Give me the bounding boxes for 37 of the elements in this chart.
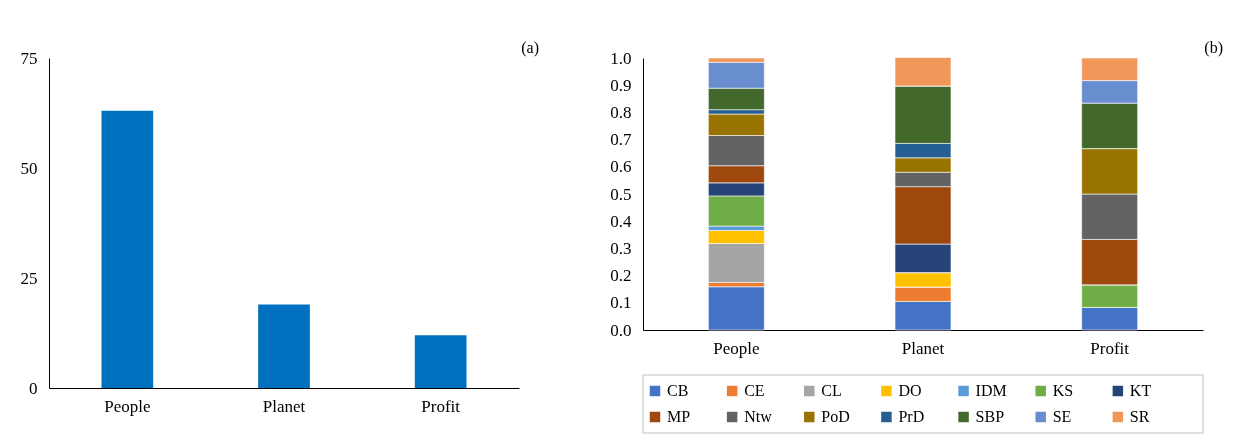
y-tick-label: 1.0 (610, 48, 632, 68)
legend-label: KT (1129, 382, 1152, 399)
y-tick-label: 0.8 (610, 102, 632, 122)
x-tick-label: Profit (1090, 338, 1130, 358)
text: (a) (521, 39, 539, 57)
x-tick-label: Planet (901, 338, 945, 358)
y-tick-label: 25 (20, 268, 38, 288)
legend-label: SR (1129, 408, 1150, 425)
legend-label: MP (667, 408, 691, 425)
y-tick-label: 0.2 (610, 266, 632, 286)
legend-label: PoD (821, 408, 850, 425)
y-tick-label: 0.5 (610, 184, 632, 204)
y-tick-label: 0.4 (610, 211, 632, 231)
y-tick-label: 0.7 (610, 130, 632, 150)
y-tick-label: 50 (20, 158, 38, 178)
x-tick-label: People (104, 396, 151, 416)
legend-label: KS (1052, 382, 1074, 399)
text: (b) (1204, 39, 1223, 57)
legend-label: CE (744, 382, 765, 399)
legend-label: DO (898, 382, 922, 399)
legend-label: SBP (975, 408, 1005, 425)
y-tick-label: 0.0 (610, 320, 632, 340)
legend-label: IDM (975, 382, 1007, 399)
legend-label: SE (1052, 408, 1072, 425)
y-tick-label: 0.3 (610, 238, 632, 258)
y-tick-label: 0.6 (610, 157, 632, 177)
y-tick-label: 0.9 (610, 75, 632, 95)
y-tick-label: 75 (20, 48, 38, 68)
legend-label: CB (667, 382, 689, 399)
legend-label: PrD (898, 408, 925, 425)
x-tick-label: Profit (421, 396, 461, 416)
legend-label: Ntw (744, 408, 773, 425)
y-tick-label: 0.1 (610, 293, 632, 313)
legend-label: CL (821, 382, 842, 399)
x-tick-label: Planet (262, 396, 306, 416)
y-tick-label: 0 (29, 378, 38, 398)
x-tick-label: People (713, 338, 760, 358)
